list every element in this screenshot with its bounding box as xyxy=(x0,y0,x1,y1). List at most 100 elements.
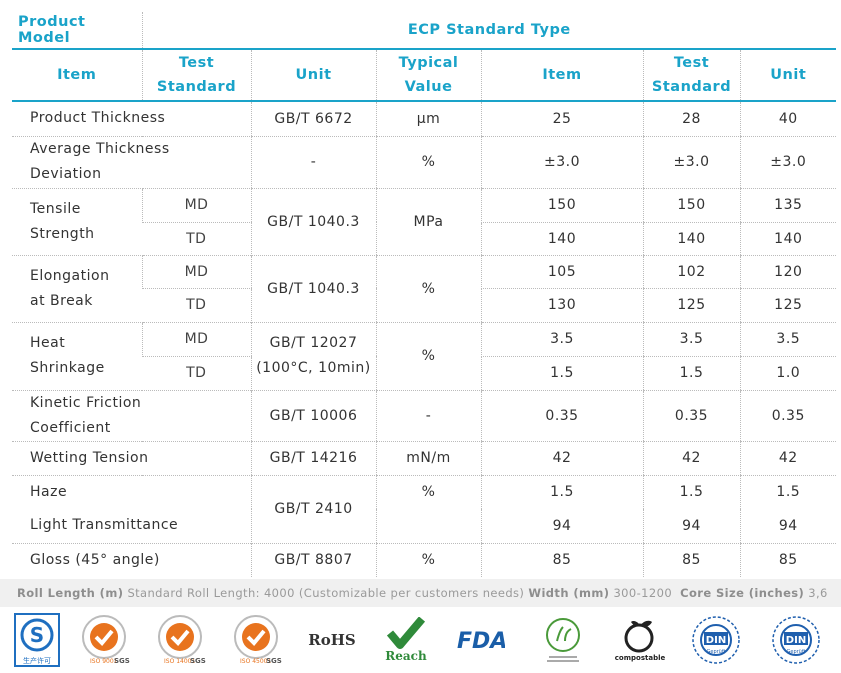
roll-length-label: Roll Length (m) xyxy=(17,586,124,600)
value: 1.0 xyxy=(739,356,837,391)
direction-td: TD xyxy=(142,356,251,391)
unit: % xyxy=(375,475,481,509)
reach-icon: Reach xyxy=(380,612,432,668)
value: 140 xyxy=(642,222,740,256)
value: 42 xyxy=(480,441,643,476)
row-label: Product Thickness xyxy=(12,101,251,137)
compostable-icon: compostable xyxy=(612,612,668,668)
sgs-iso14001-icon: ISO 14001 SGS xyxy=(154,612,206,668)
svg-text:生产许可: 生产许可 xyxy=(23,656,51,665)
value: 42 xyxy=(739,441,837,476)
value: ±3.0 xyxy=(739,136,837,189)
test-standard: GB/T 8807 xyxy=(250,543,376,577)
row-label: Light Transmittance xyxy=(12,509,251,544)
row-label: Elongation at Break xyxy=(12,255,142,323)
value: 85 xyxy=(642,543,740,577)
value: 0.35 xyxy=(642,390,740,442)
seedling-cert-icon xyxy=(540,612,586,668)
col-item-2: Item xyxy=(480,49,643,102)
svg-text:DIN: DIN xyxy=(706,635,726,646)
table-row: Heat Shrinkage MD GB/T 12027 (100°C, 10min… xyxy=(12,322,837,391)
value: 1.5 xyxy=(642,475,740,509)
table-row: Tensile Strength MD GB/T 1040.3 MPa 150 1… xyxy=(12,188,837,256)
col-unit: Unit xyxy=(250,49,376,102)
width-value: 300-1200 xyxy=(613,586,673,600)
table-row: Haze GB/T 2410 % 1.5 1.5 1.5 xyxy=(12,475,837,544)
spec-table: Product Model ECP Standard Type Item Tes… xyxy=(12,12,837,577)
sgs-iso9001-icon: ISO 9001 SGS xyxy=(78,612,130,668)
fda-icon: FDA xyxy=(452,612,508,668)
value: 1.5 xyxy=(480,475,643,509)
roll-length-value: Standard Roll Length: 4000 (Customizable… xyxy=(127,586,525,600)
svg-text:SGS: SGS xyxy=(266,657,282,665)
value: 94 xyxy=(642,509,740,544)
value: 125 xyxy=(739,288,837,323)
unit xyxy=(375,509,481,544)
test-standard: GB/T 10006 xyxy=(250,390,376,442)
col-item: Item xyxy=(12,49,142,102)
value: 150 xyxy=(642,188,740,223)
test-standard: GB/T 1040.3 xyxy=(250,255,376,323)
row-label: Kinetic Friction Coefficient xyxy=(12,390,251,442)
svg-text:ISO 45001: ISO 45001 xyxy=(240,658,271,665)
value: 94 xyxy=(739,509,837,544)
value: 25 xyxy=(480,101,643,137)
svg-text:FDA: FDA xyxy=(457,629,505,654)
value: 0.35 xyxy=(739,390,837,442)
value: 0.35 xyxy=(480,390,643,442)
unit: MPa xyxy=(375,188,481,256)
value: 40 xyxy=(739,101,837,137)
table-row: TD 130 125 125 xyxy=(12,288,837,323)
row-label: Average Thickness Deviation xyxy=(12,136,251,189)
value: 120 xyxy=(739,255,837,289)
value: 42 xyxy=(642,441,740,476)
unit: μm xyxy=(375,101,481,137)
value: 94 xyxy=(480,509,643,544)
value: ±3.0 xyxy=(642,136,740,189)
col-unit-2: Unit xyxy=(739,49,837,102)
svg-text:Geprüft: Geprüft xyxy=(707,649,726,655)
value: 85 xyxy=(739,543,837,577)
value: 1.5 xyxy=(739,475,837,509)
svg-text:S: S xyxy=(30,623,44,647)
product-type-header: ECP Standard Type xyxy=(142,12,837,50)
svg-text:ISO 9001: ISO 9001 xyxy=(90,658,118,665)
table-row: Product Thickness GB/T 6672 μm 25 28 40 xyxy=(12,101,837,137)
col-test-standard-2: Test Standard xyxy=(642,49,740,102)
table-row: TD 1.5 1.5 1.0 xyxy=(12,356,837,391)
unit: % xyxy=(375,255,481,323)
svg-text:Geprüft: Geprüft xyxy=(787,649,806,655)
test-standard: GB/T 6672 xyxy=(250,101,376,137)
value: 130 xyxy=(480,288,643,323)
svg-text:SGS: SGS xyxy=(114,657,130,665)
value: 140 xyxy=(480,222,643,256)
table-row: Kinetic Friction Coefficient GB/T 10006 -… xyxy=(12,390,837,442)
unit: % xyxy=(375,136,481,189)
core-size-value: 3,6 xyxy=(808,586,828,600)
sgs-iso45001-icon: ISO 45001 SGS xyxy=(230,612,282,668)
unit: % xyxy=(375,322,481,391)
row-label: Wetting Tension xyxy=(12,441,251,476)
value: 1.5 xyxy=(480,356,643,391)
value: 3.5 xyxy=(480,322,643,357)
width-label: Width (mm) xyxy=(528,586,610,600)
svg-text:DIN: DIN xyxy=(786,635,806,646)
value: 135 xyxy=(739,188,837,223)
core-size-label: Core Size (inches) xyxy=(680,586,805,600)
value: 3.5 xyxy=(739,322,837,357)
value: 102 xyxy=(642,255,740,289)
certification-logos: S 生产许可 ISO 9001 SGS ISO 14001 SGS ISO 45… xyxy=(0,612,841,670)
test-standard: GB/T 2410 xyxy=(250,475,376,544)
din-industrial-compostable-icon: DIN Geprüft xyxy=(768,612,824,668)
row-label: Heat Shrinkage xyxy=(12,322,142,391)
direction-md: MD xyxy=(141,322,251,357)
value: 150 xyxy=(480,188,643,223)
table-row: Wetting Tension GB/T 14216 mN/m 42 42 42 xyxy=(12,441,837,476)
unit: % xyxy=(375,543,481,577)
value: 85 xyxy=(480,543,643,577)
roll-info-bar: Roll Length (m) Standard Roll Length: 40… xyxy=(0,579,841,607)
value: 140 xyxy=(739,222,837,256)
test-standard: - xyxy=(250,136,376,189)
row-label: Tensile Strength xyxy=(12,188,142,256)
unit: - xyxy=(375,390,481,442)
